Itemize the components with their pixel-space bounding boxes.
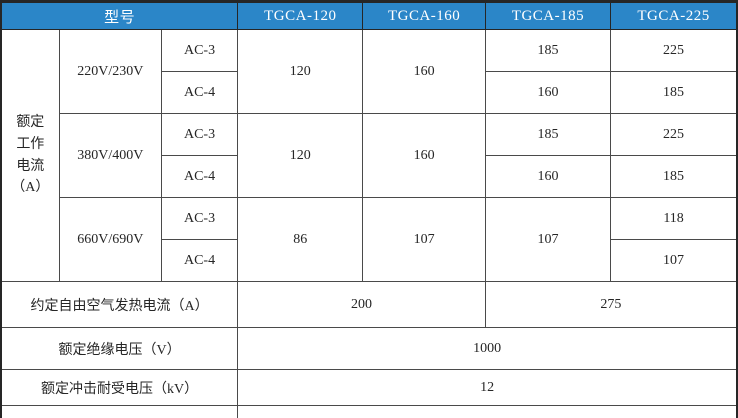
insulation-voltage-label: 额定绝缘电压（V）	[0, 327, 239, 370]
voltage-label-220-230: 220V/230V	[58, 29, 162, 114]
model-column-header: 型号	[0, 1, 239, 30]
value-660-tgca185: 107	[484, 197, 612, 282]
row-380v-ac4: AC-4 160 185	[1, 155, 738, 198]
value-660-tgca225-ac4: 107	[610, 239, 738, 282]
voltage-label-380-400: 380V/400V	[58, 113, 162, 198]
duty-class-ac3: AC-3	[160, 197, 239, 240]
row-380v-ac3: 380V/400V AC-3 120 160 185 225	[1, 113, 738, 198]
duty-class-ac3: AC-3	[160, 113, 239, 156]
value-220-tgca185-ac4: 160	[484, 71, 612, 114]
impulse-voltage-value: 12	[237, 369, 738, 406]
value-220-tgca160: 160	[362, 29, 486, 114]
row-660v-ac4: AC-4 107	[1, 239, 738, 282]
value-380-tgca185-ac4: 160	[484, 155, 612, 198]
value-380-tgca225-ac3: 225	[610, 113, 738, 156]
value-380-tgca225-ac4: 185	[610, 155, 738, 198]
duty-class-ac4: AC-4	[160, 71, 239, 114]
row-220v-ac3: 额定 工作 电流 （A） 220V/230V AC-3 120 160 185 …	[0, 29, 738, 282]
value-380-tgca160: 160	[362, 113, 486, 198]
value-660-tgca225-ac3: 118	[610, 197, 738, 240]
header-tgca-225: TGCA-225	[610, 1, 738, 30]
value-220-tgca120: 120	[237, 29, 364, 114]
voltage-label-660-690: 660V/690V	[58, 197, 162, 282]
value-380-tgca120: 120	[237, 113, 364, 198]
insulation-voltage-value: 1000	[237, 327, 738, 370]
partial-row-label-cell	[0, 405, 239, 418]
partial-row-value-cell	[237, 405, 738, 418]
value-380-tgca185-ac3: 185	[484, 113, 612, 156]
value-220-tgca225-ac3: 225	[610, 29, 738, 72]
header-tgca-185: TGCA-185	[484, 1, 612, 30]
row-insulation-voltage: 额定绝缘电压（V） 1000	[0, 327, 738, 370]
thermal-current-120-160: 200	[237, 281, 486, 328]
rated-current-label: 额定 工作 电流 （A）	[0, 29, 60, 282]
duty-class-ac3: AC-3	[160, 29, 239, 72]
value-660-tgca120: 86	[237, 197, 364, 282]
duty-class-ac4: AC-4	[160, 155, 239, 198]
row-thermal-current: 约定自由空气发热电流（A） 200 275	[0, 281, 738, 328]
header-tgca-160: TGCA-160	[362, 1, 486, 30]
impulse-voltage-label: 额定冲击耐受电压（kV）	[0, 369, 239, 406]
thermal-current-label: 约定自由空气发热电流（A）	[0, 281, 239, 328]
row-impulse-voltage: 额定冲击耐受电压（kV） 12	[0, 369, 738, 406]
value-220-tgca225-ac4: 185	[610, 71, 738, 114]
row-660v-ac3: 660V/690V AC-3 86 107 107 118	[1, 197, 738, 282]
row-220v-ac4: AC-4 160 185	[1, 71, 738, 114]
header-row: 型号 TGCA-120 TGCA-160 TGCA-185 TGCA-225	[0, 1, 738, 30]
value-220-tgca185-ac3: 185	[484, 29, 612, 72]
header-tgca-120: TGCA-120	[237, 1, 364, 30]
value-660-tgca160: 107	[362, 197, 486, 282]
thermal-current-185-225: 275	[484, 281, 738, 328]
row-partial-cutoff	[0, 405, 738, 418]
duty-class-ac4: AC-4	[160, 239, 239, 282]
